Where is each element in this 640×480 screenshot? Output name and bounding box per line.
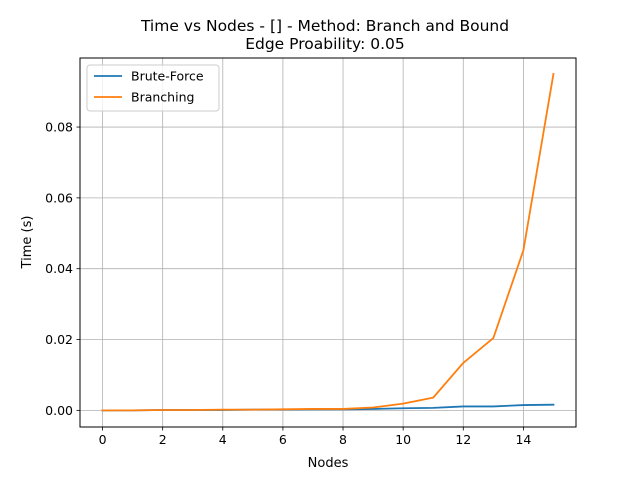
legend: Brute-Force Branching <box>86 64 220 112</box>
x-tick-label: 10 <box>395 432 411 447</box>
chart-title-line1: Time vs Nodes - [] - Method: Branch and … <box>140 17 509 35</box>
series-line-branching <box>101 72 555 412</box>
x-tick-label: 12 <box>455 432 471 447</box>
chart-title-line2: Edge Proability: 0.05 <box>245 35 405 53</box>
y-tick-label: 0.02 <box>45 332 73 347</box>
y-tick-label: 0.08 <box>45 120 73 135</box>
y-tick-label: 0.06 <box>45 190 73 205</box>
x-tick-label: 0 <box>99 432 107 447</box>
y-axis-label: Time (s) <box>20 216 35 270</box>
legend-label-branching: Branching <box>131 90 194 105</box>
x-tick-label: 14 <box>515 432 531 447</box>
x-tick-label: 8 <box>339 432 347 447</box>
y-tick-label: 0.04 <box>45 261 73 276</box>
x-tick-label: 6 <box>279 432 287 447</box>
x-tick-label: 4 <box>219 432 227 447</box>
x-axis-label: Nodes <box>308 456 349 471</box>
x-tick-label: 2 <box>159 432 167 447</box>
axis-ticks: 0 2 4 6 8 10 12 14 0.00 0.02 0.04 0.06 0.08 <box>45 120 531 447</box>
y-tick-label: 0.00 <box>45 403 73 418</box>
series-lines <box>101 72 555 412</box>
legend-label-brute-force: Brute-Force <box>131 69 204 84</box>
plot-frame <box>79 57 577 428</box>
